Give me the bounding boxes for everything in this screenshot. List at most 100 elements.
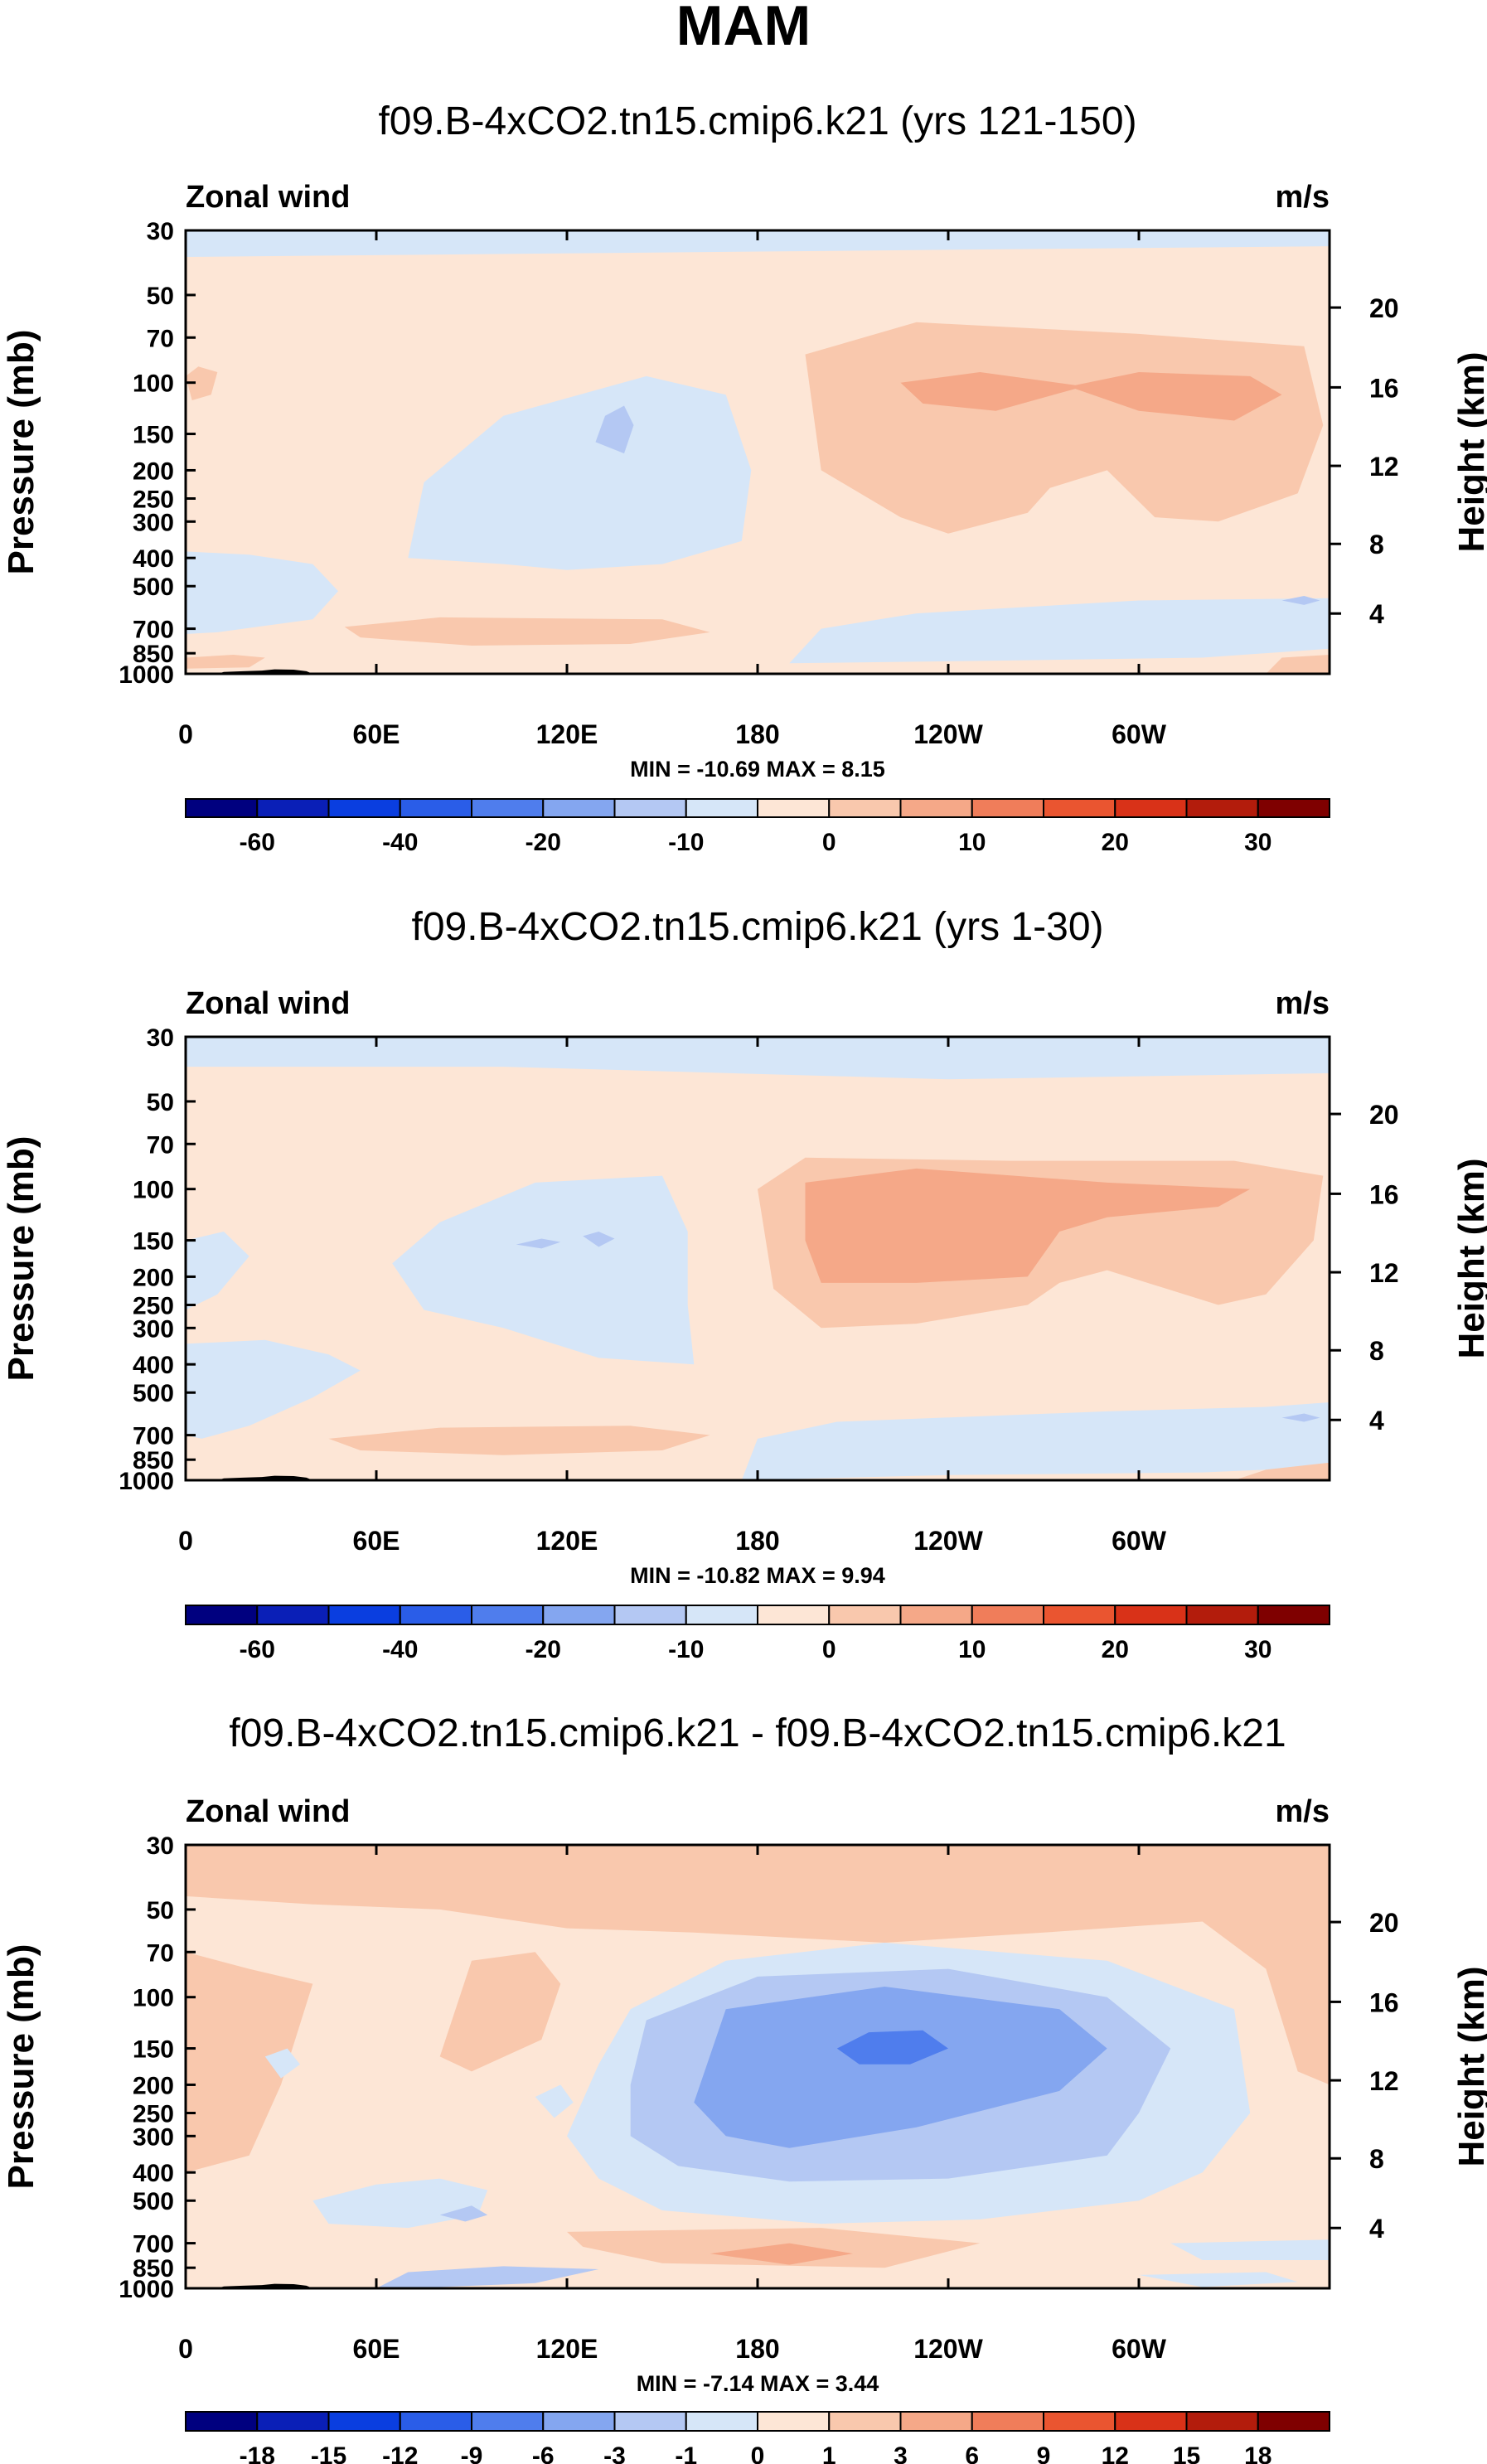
- contour-region: [1139, 2272, 1298, 2287]
- colorbar-box: [1114, 1605, 1188, 1625]
- colorbar-box: [399, 798, 472, 818]
- y-tick-label: 100: [133, 1177, 174, 1204]
- colorbar-box: [971, 2411, 1044, 2432]
- y-tick-label: 700: [133, 1423, 174, 1450]
- colorbar-box: [1043, 1605, 1116, 1625]
- x-tick-label: 0: [178, 1526, 193, 1556]
- x-tick-label: 0: [178, 2334, 193, 2364]
- colorbar-box: [613, 798, 687, 818]
- colorbar-box: [899, 1605, 973, 1625]
- y-tick-label: 150: [133, 2036, 174, 2064]
- height-tick-label: 20: [1369, 1100, 1399, 1130]
- contour-fills: [186, 230, 1330, 674]
- height-tick-label: 20: [1369, 1908, 1399, 1938]
- contour-region: [741, 1402, 1330, 1480]
- y-tick-label: 150: [133, 422, 174, 449]
- colorbar-box: [757, 798, 831, 818]
- height-tick-label: 16: [1369, 1987, 1399, 2017]
- contour-region: [1266, 655, 1330, 674]
- colorbar-box: [1185, 798, 1259, 818]
- panel-3: f09.B-4xCO2.tn15.cmip6.k21 - f09.B-4xCO2…: [1, 1711, 1487, 2464]
- colorbar-box: [757, 1605, 831, 1625]
- contour-region: [344, 617, 710, 646]
- y-tick-label: 300: [133, 2123, 174, 2151]
- y-tick-label: 500: [133, 574, 174, 601]
- panel-title: f09.B-4xCO2.tn15.cmip6.k21 (yrs 1-30): [411, 905, 1103, 949]
- colorbar-label: -10: [668, 1636, 704, 1663]
- colorbar-label: -15: [311, 2442, 346, 2464]
- x-tick-label: 120W: [913, 1526, 983, 1556]
- y-axis-title: Pressure (mb): [1, 1944, 41, 2190]
- y-tick-label: 400: [133, 545, 174, 573]
- y-tick-label: 70: [147, 1131, 174, 1159]
- colorbar-label: 12: [1102, 2442, 1129, 2464]
- contour-region: [186, 1339, 361, 1439]
- colorbar-box: [256, 2411, 330, 2432]
- colorbar-box: [613, 1605, 687, 1625]
- colorbar-box: [399, 1605, 472, 1625]
- colorbar-label: 0: [822, 829, 836, 856]
- contour-region: [186, 366, 218, 400]
- y-tick-label: 850: [133, 1447, 174, 1474]
- y-tick-label: 250: [133, 2100, 174, 2128]
- contour-region: [1281, 1413, 1320, 1422]
- colorbar-label: 30: [1244, 829, 1271, 856]
- y-tick-label: 300: [133, 1315, 174, 1343]
- x-tick-label: 60W: [1112, 719, 1167, 749]
- colorbar-label: 30: [1244, 1636, 1271, 1663]
- colorbar-label: -40: [382, 1636, 418, 1663]
- colorbar-label: -9: [461, 2442, 483, 2464]
- colorbar-box: [471, 798, 545, 818]
- colorbar-label: 20: [1102, 829, 1129, 856]
- x-tick-label: 180: [735, 719, 779, 749]
- x-tick-label: 60E: [353, 2334, 400, 2364]
- y-tick-label: 850: [133, 2255, 174, 2282]
- min-max-label: MIN = -10.69 MAX = 8.15: [630, 757, 885, 782]
- colorbar-box: [685, 798, 758, 818]
- contour-region: [186, 1952, 313, 2173]
- colorbar-label: 9: [1037, 2442, 1051, 2464]
- variable-label: Zonal wind: [186, 1794, 350, 1829]
- height-tick-label: 12: [1369, 1258, 1399, 1288]
- y-axis-title-right: Height (km): [1451, 1967, 1487, 2167]
- y-tick-label: 100: [133, 1985, 174, 2012]
- height-tick-label: 12: [1369, 452, 1399, 482]
- colorbar-box: [399, 2411, 472, 2432]
- colorbar-box: [828, 1605, 902, 1625]
- x-tick-label: 0: [178, 719, 193, 749]
- colorbar-box: [828, 798, 902, 818]
- colorbar-box: [542, 798, 616, 818]
- contour-region: [186, 230, 1330, 257]
- contour-region: [186, 1845, 1330, 2085]
- panel-2: f09.B-4xCO2.tn15.cmip6.k21 (yrs 1-30) Zon…: [1, 905, 1487, 1663]
- y-tick-label: 500: [133, 2188, 174, 2215]
- height-tick-label: 16: [1369, 373, 1399, 403]
- colorbar-label: -18: [240, 2442, 275, 2464]
- colorbar-box: [1257, 2411, 1330, 2432]
- colorbar-box: [471, 1605, 545, 1625]
- panel-1: f09.B-4xCO2.tn15.cmip6.k21 (yrs 121-150)…: [1, 99, 1487, 856]
- x-tick-label: 120E: [536, 719, 598, 749]
- colorbar-label: 3: [894, 2442, 908, 2464]
- colorbar-box: [185, 2411, 259, 2432]
- y-axis-title: Pressure (mb): [1, 1136, 41, 1382]
- colorbar-box: [327, 798, 401, 818]
- y-tick-label: 200: [133, 2072, 174, 2099]
- height-tick-label: 12: [1369, 2066, 1399, 2096]
- y-tick-label: 700: [133, 617, 174, 644]
- contour-region: [439, 2205, 488, 2222]
- x-tick-label: 120E: [536, 2334, 598, 2364]
- x-tick-label: 60E: [353, 719, 400, 749]
- contour-region: [710, 2243, 853, 2265]
- x-tick-label: 60W: [1112, 2334, 1167, 2364]
- height-tick-label: 8: [1369, 2144, 1384, 2174]
- y-tick-label: 300: [133, 509, 174, 536]
- variable-label: Zonal wind: [186, 986, 350, 1021]
- y-tick-label: 200: [133, 1264, 174, 1291]
- height-tick-label: 16: [1369, 1179, 1399, 1209]
- height-tick-label: 8: [1369, 530, 1384, 559]
- y-tick-label: 700: [133, 2231, 174, 2258]
- colorbar-box: [185, 1605, 259, 1625]
- min-max-label: MIN = -10.82 MAX = 9.94: [630, 1563, 885, 1588]
